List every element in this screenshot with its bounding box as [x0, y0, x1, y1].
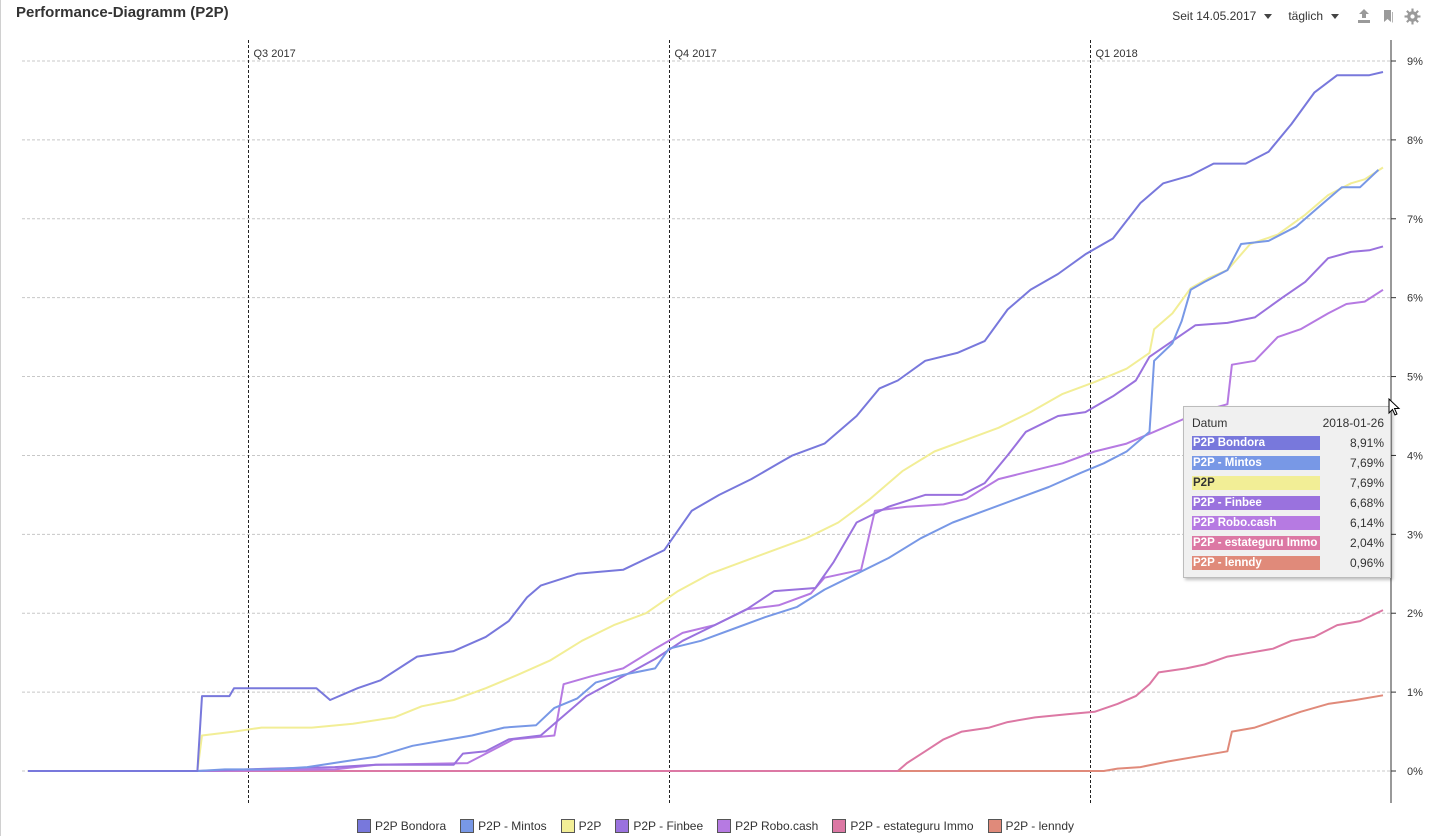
tooltip-series-label: P2P - Finbee	[1192, 496, 1320, 510]
tooltip-row-mintos: P2P - Mintos 7,69%	[1192, 456, 1384, 470]
y-tick-label: 6%	[1407, 293, 1423, 305]
y-tick-label: 9%	[1407, 56, 1423, 68]
legend-item-robocash[interactable]: P2P Robo.cash	[717, 817, 818, 835]
tooltip-series-value: 8,91%	[1349, 436, 1384, 450]
chart-toolbar: Seit 14.05.2017 täglich	[1172, 6, 1421, 26]
legend-item-bondora[interactable]: P2P Bondora	[356, 817, 447, 835]
legend-swatch	[560, 819, 575, 833]
tooltip-series-value: 6,68%	[1349, 496, 1384, 510]
legend-item-estateguru[interactable]: P2P - estateguru Immo	[832, 817, 974, 835]
legend-swatch	[832, 819, 847, 833]
legend-label: P2P - lenndy	[1005, 819, 1075, 833]
y-tick-label: 7%	[1407, 214, 1423, 226]
series-line-finbee	[28, 245, 1384, 772]
data-tooltip: Datum 2018-01-26 P2P Bondora 8,91% P2P - M…	[1183, 406, 1391, 578]
interval-select[interactable]: täglich	[1288, 9, 1339, 23]
series-lines	[28, 71, 1384, 772]
tooltip-row-robocash: P2P Robo.cash 6,14%	[1192, 516, 1384, 530]
since-date-select[interactable]: Seit 14.05.2017	[1172, 9, 1273, 23]
tooltip-row-p2p: P2P 7,69%	[1192, 476, 1384, 490]
chart-grid	[22, 60, 1391, 772]
y-tick-label: 2%	[1407, 608, 1423, 620]
legend-swatch	[987, 819, 1002, 833]
tooltip-row-bondora: P2P Bondora 8,91%	[1192, 436, 1384, 450]
y-axis: 0% 1% 2% 3% 4% 5% 6% 7% 8% 9%	[1390, 40, 1423, 803]
series-line-estateguru	[28, 609, 1384, 772]
period-marker-label: Q4 2017	[675, 48, 717, 60]
period-marker-label: Q3 2017	[254, 48, 296, 60]
tooltip-header: Datum 2018-01-26	[1192, 416, 1384, 430]
y-tick-label: 4%	[1407, 450, 1423, 462]
legend-label: P2P - Mintos	[478, 819, 547, 833]
legend-label: P2P - estateguru Immo	[850, 819, 974, 833]
period-markers: Q3 2017 Q4 2017 Q1 2018	[248, 40, 1138, 803]
chart-legend: P2P Bondora P2P - Mintos P2P P2P - Finbee P2…	[0, 817, 1431, 835]
legend-label: P2P	[578, 819, 602, 833]
tooltip-series-label: P2P	[1192, 476, 1320, 490]
tooltip-header-label: Datum	[1192, 416, 1228, 430]
tooltip-series-value: 6,14%	[1349, 516, 1384, 530]
tooltip-series-label: P2P Bondora	[1192, 436, 1320, 450]
since-date-label: Seit 14.05.2017	[1172, 9, 1257, 23]
bookmark-icon[interactable]	[1379, 7, 1397, 25]
legend-swatch	[615, 819, 630, 833]
panel-left-border	[0, 0, 1, 836]
legend-label: P2P Bondora	[374, 819, 447, 833]
legend-item-lenndy[interactable]: P2P - lenndy	[987, 817, 1075, 835]
legend-swatch	[356, 819, 371, 833]
series-line-p2p	[28, 166, 1384, 772]
tooltip-series-value: 7,69%	[1349, 456, 1384, 470]
period-marker-label: Q1 2018	[1096, 48, 1138, 60]
tooltip-series-label: P2P - lenndy	[1192, 556, 1320, 570]
tooltip-row-lenndy: P2P - lenndy 0,96%	[1192, 556, 1384, 570]
tooltip-series-value: 2,04%	[1349, 536, 1384, 550]
export-icon[interactable]	[1355, 7, 1373, 25]
legend-item-finbee[interactable]: P2P - Finbee	[615, 817, 703, 835]
tooltip-series-label: P2P - Mintos	[1192, 456, 1320, 470]
tooltip-header-date: 2018-01-26	[1322, 416, 1384, 430]
y-tick-label: 3%	[1407, 529, 1423, 541]
gear-icon[interactable]	[1403, 7, 1421, 25]
y-tick-label: 1%	[1407, 687, 1423, 699]
legend-swatch	[460, 819, 475, 833]
legend-label: P2P - Finbee	[633, 819, 704, 833]
interval-label: täglich	[1288, 9, 1323, 23]
series-line-bondora	[28, 71, 1384, 772]
series-line-lenndy	[28, 694, 1384, 772]
chevron-down-icon	[1264, 13, 1273, 19]
legend-label: P2P Robo.cash	[735, 819, 819, 833]
chevron-down-icon	[1331, 13, 1339, 19]
mouse-cursor-icon	[1388, 398, 1401, 416]
tooltip-row-estateguru: P2P - estateguru Immo 2,04%	[1192, 536, 1384, 550]
legend-swatch	[717, 819, 732, 833]
legend-item-p2p[interactable]: P2P	[560, 817, 602, 835]
y-tick-label: 8%	[1407, 135, 1423, 147]
tooltip-series-value: 7,69%	[1349, 476, 1384, 490]
tooltip-series-label: P2P - estateguru Immo	[1192, 536, 1320, 550]
tooltip-series-value: 0,96%	[1349, 556, 1384, 570]
tooltip-row-finbee: P2P - Finbee 6,68%	[1192, 496, 1384, 510]
y-tick-label: 0%	[1407, 766, 1423, 778]
y-tick-label: 5%	[1407, 372, 1423, 384]
legend-item-mintos[interactable]: P2P - Mintos	[460, 817, 547, 835]
series-line-robocash	[28, 288, 1384, 772]
tooltip-series-label: P2P Robo.cash	[1192, 516, 1320, 530]
series-line-mintos	[28, 169, 1380, 772]
page-title: Performance-Diagramm (P2P)	[16, 4, 229, 21]
